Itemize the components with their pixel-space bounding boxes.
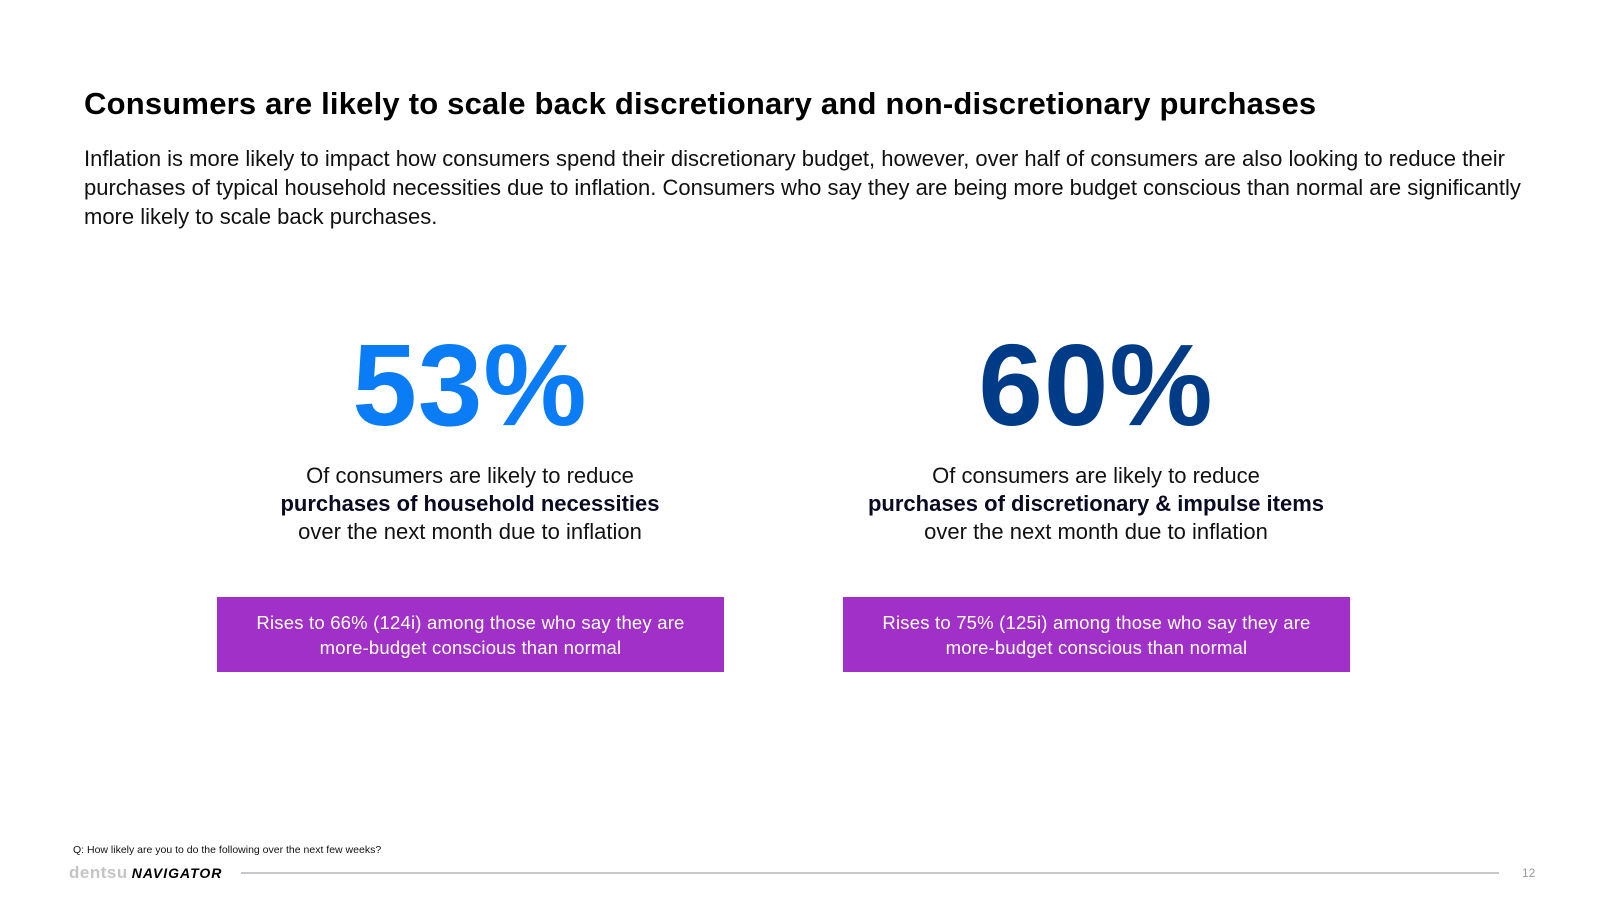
stat-desc-line3: over the next month due to inflation [298,519,642,544]
footer-divider [241,872,1499,874]
stat-value: 60% [978,320,1214,450]
stat-desc-emphasis: purchases of household necessities [280,491,660,516]
page-number: 12 [1522,866,1536,880]
survey-question: Q: How likely are you to do the followin… [73,844,382,856]
stat-desc-line1: Of consumers are likely to reduce [932,463,1260,488]
stat-value: 53% [352,320,588,450]
callout-discretionary-impulse: Rises to 75% (125i) among those who say … [843,597,1350,672]
brand-logo: dentsu NAVIGATOR [69,863,222,883]
stat-description: Of consumers are likely to reduce purcha… [786,462,1406,546]
stat-household-necessities: 53% Of consumers are likely to reduce pu… [160,325,780,546]
callout-household-necessities: Rises to 66% (124i) among those who say … [217,597,724,672]
brand-secondary: NAVIGATOR [131,865,223,881]
stat-desc-emphasis: purchases of discretionary & impulse ite… [867,491,1325,516]
stat-desc-line3: over the next month due to inflation [924,519,1268,544]
stat-discretionary-impulse: 60% Of consumers are likely to reduce pu… [786,325,1406,546]
brand-primary: dentsu [69,863,128,882]
page-title: Consumers are likely to scale back discr… [84,86,1317,121]
stat-desc-line1: Of consumers are likely to reduce [306,463,634,488]
page-subtitle: Inflation is more likely to impact how c… [84,146,1521,229]
stat-description: Of consumers are likely to reduce purcha… [160,462,780,546]
